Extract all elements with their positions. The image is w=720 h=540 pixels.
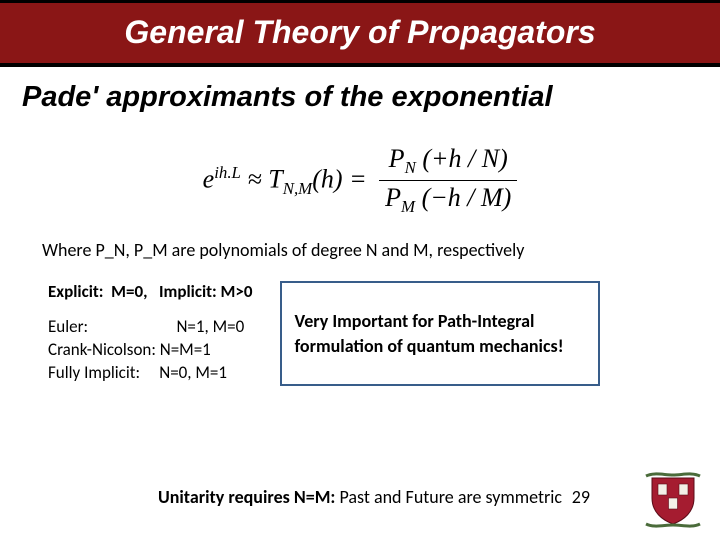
page-number: 29: [572, 486, 590, 508]
method-euler: Euler: N=1, M=0: [48, 316, 252, 339]
bottom-bold: Unitarity requires N=M:: [158, 486, 335, 508]
harvard-crest-icon: [642, 472, 704, 528]
formula-denominator: PM (−h / M): [379, 181, 517, 217]
formula-numerator: PN (+h / N): [379, 144, 517, 181]
slide-title-bar: General Theory of Propagators: [0, 0, 720, 63]
bottom-rest: Past and Future are symmetric: [335, 486, 562, 508]
slide-subtitle: Pade' approximants of the exponential: [0, 63, 720, 122]
formula-fraction: PN (+h / N) PM (−h / M): [379, 144, 517, 217]
method-fully-implicit: Fully Implicit: N=0, M=1: [48, 362, 252, 385]
explicit-implicit-line: Explicit: M=0, Implicit: M>0: [48, 281, 252, 302]
slide-title: General Theory of Propagators: [124, 14, 595, 50]
where-text: Where P_N, P_M are polynomials of degree…: [0, 235, 720, 261]
formula-lhs: eih.L ≈ TN,M(h) =: [203, 163, 367, 199]
bottom-statement: Unitarity requires N=M: Past and Future …: [0, 486, 720, 508]
callout-box: Very Important for Path-Integral formula…: [280, 281, 600, 386]
method-crank-nicolson: Crank-Nicolson: N=M=1: [48, 339, 252, 362]
content-row: Explicit: M=0, Implicit: M>0 Euler: N=1,…: [0, 261, 720, 386]
formula-block: eih.L ≈ TN,M(h) = PN (+h / N) PM (−h / M…: [0, 122, 720, 235]
left-column: Explicit: M=0, Implicit: M>0 Euler: N=1,…: [48, 281, 252, 385]
